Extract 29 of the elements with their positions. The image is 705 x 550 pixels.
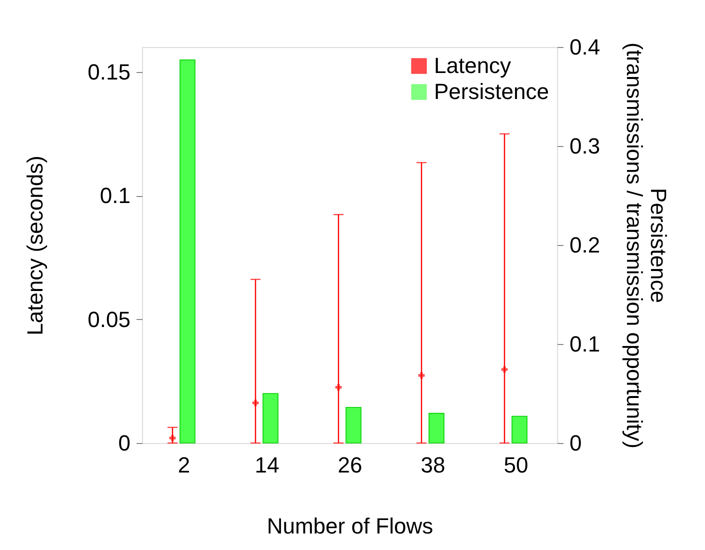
y-tick-label: 0.05 xyxy=(88,306,130,332)
x-tick-label: 14 xyxy=(254,452,280,478)
y2-axis-title: Persistence (transmissions / transmission opportunity) xyxy=(622,42,672,448)
point xyxy=(418,372,425,379)
bar xyxy=(180,59,196,444)
point xyxy=(252,400,259,406)
bar xyxy=(512,416,528,444)
legend-label: Persistence xyxy=(434,79,549,104)
y-tick-label: 0.15 xyxy=(88,59,130,84)
x-axis-title: Number of Flows xyxy=(266,514,434,538)
y2-tick-label: 0.4 xyxy=(570,34,600,60)
y-tick-label: 0 xyxy=(118,430,130,456)
x-tick-label: 38 xyxy=(420,452,446,478)
point xyxy=(169,434,176,442)
y2-tick-label: 0.2 xyxy=(570,232,600,258)
y-axis-title: Latency (seconds) xyxy=(22,156,48,336)
bar xyxy=(428,412,444,444)
y-tick-label: 0.1 xyxy=(100,183,130,208)
point xyxy=(335,384,342,390)
y2-tick-label: 0.3 xyxy=(570,134,600,158)
y2-tick-label: 0.1 xyxy=(570,332,600,356)
x-tick-label: 50 xyxy=(504,452,528,478)
bar xyxy=(346,406,362,444)
point xyxy=(501,366,508,373)
legend-label: Latency xyxy=(434,53,512,78)
bar xyxy=(262,393,278,444)
y2-tick-label: 0 xyxy=(570,430,582,456)
x-tick-label: 26 xyxy=(338,452,362,478)
x-tick-label: 2 xyxy=(178,452,190,478)
